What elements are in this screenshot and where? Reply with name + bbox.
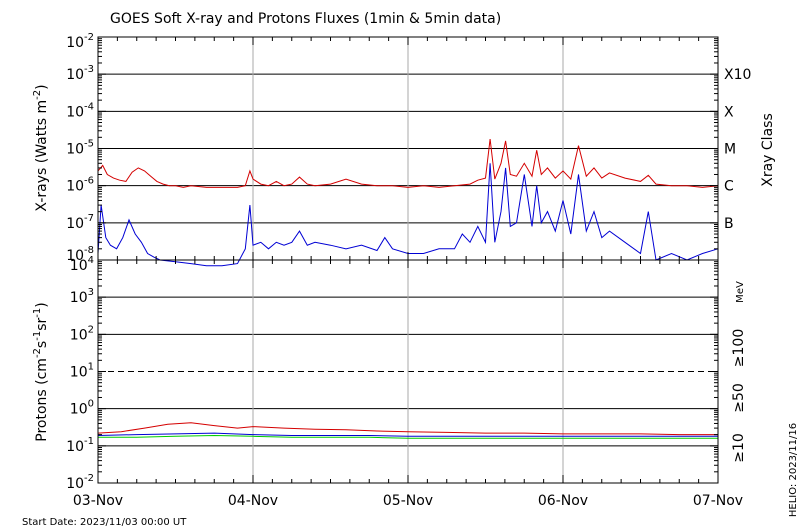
legend-ge10: ≥10 xyxy=(731,433,747,463)
y-tick-label: 100 xyxy=(70,399,94,418)
xray-long-series xyxy=(97,138,719,188)
y-tick-label: 10-1 xyxy=(66,436,94,455)
xray-class-label: B xyxy=(724,216,734,232)
x-tick-label: 05-Nov xyxy=(383,493,433,509)
proton-y-ticks: 104 103 102 101 100 10-1 10-2 xyxy=(66,255,719,492)
xray-class-label: X10 xyxy=(724,67,751,83)
x-tick-label: 04-Nov xyxy=(228,493,278,509)
proton-series xyxy=(97,422,718,439)
proton-axis-title: Protons (cm-2s-1sr-1) xyxy=(32,302,50,441)
xray-class-label: M xyxy=(724,142,736,158)
xray-axis-title: X-rays (Watts m-2) xyxy=(32,84,50,211)
y-tick-label: 102 xyxy=(70,324,94,343)
legend-ge50: ≥50 xyxy=(731,383,747,413)
xray-gridlines xyxy=(98,37,718,260)
xray-class-label: C xyxy=(724,179,734,195)
y-tick-label: 10-2 xyxy=(66,473,94,492)
y-tick-label: 10-5 xyxy=(66,139,94,158)
y-tick-label: 10-6 xyxy=(66,176,94,195)
x-axis-labels: 03-Nov 04-Nov 05-Nov 06-Nov 07-Nov xyxy=(73,493,743,509)
y-tick-label: 10-4 xyxy=(66,101,94,120)
y-tick-label: 104 xyxy=(70,255,94,274)
proton-series-1 xyxy=(97,432,718,437)
y-tick-label: 103 xyxy=(70,287,94,306)
y-tick-label: 101 xyxy=(70,362,94,381)
chart-title: GOES Soft X-ray and Protons Fluxes (1min… xyxy=(110,11,501,27)
proton-series-2 xyxy=(97,422,718,436)
y-tick-label: 10-8 xyxy=(66,245,94,264)
proton-gridlines xyxy=(98,260,718,483)
source-date-label: HELIO: 2023/11/16 xyxy=(788,423,799,517)
xray-class-axis-title: Xray Class xyxy=(760,113,776,187)
x-tick-label: 07-Nov xyxy=(693,493,743,509)
xray-class-labels: X10 X M C B xyxy=(724,67,751,232)
x-tick-label: 03-Nov xyxy=(73,493,123,509)
x-tick-label: 06-Nov xyxy=(538,493,588,509)
start-date-label: Start Date: 2023/11/03 00:00 UT xyxy=(22,517,187,528)
y-tick-label: 10-7 xyxy=(66,213,94,232)
legend-ge100: ≥100 xyxy=(731,329,747,367)
y-tick-label: 10-3 xyxy=(66,64,94,83)
xray-class-label: X xyxy=(724,104,734,120)
y-tick-label: 10-2 xyxy=(66,32,94,51)
proton-unit-label: MeV xyxy=(735,281,746,303)
xray-y-ticks: 10-2 10-3 10-4 10-5 10-6 10-7 10-8 xyxy=(66,32,719,264)
proton-series-0 xyxy=(98,434,718,439)
